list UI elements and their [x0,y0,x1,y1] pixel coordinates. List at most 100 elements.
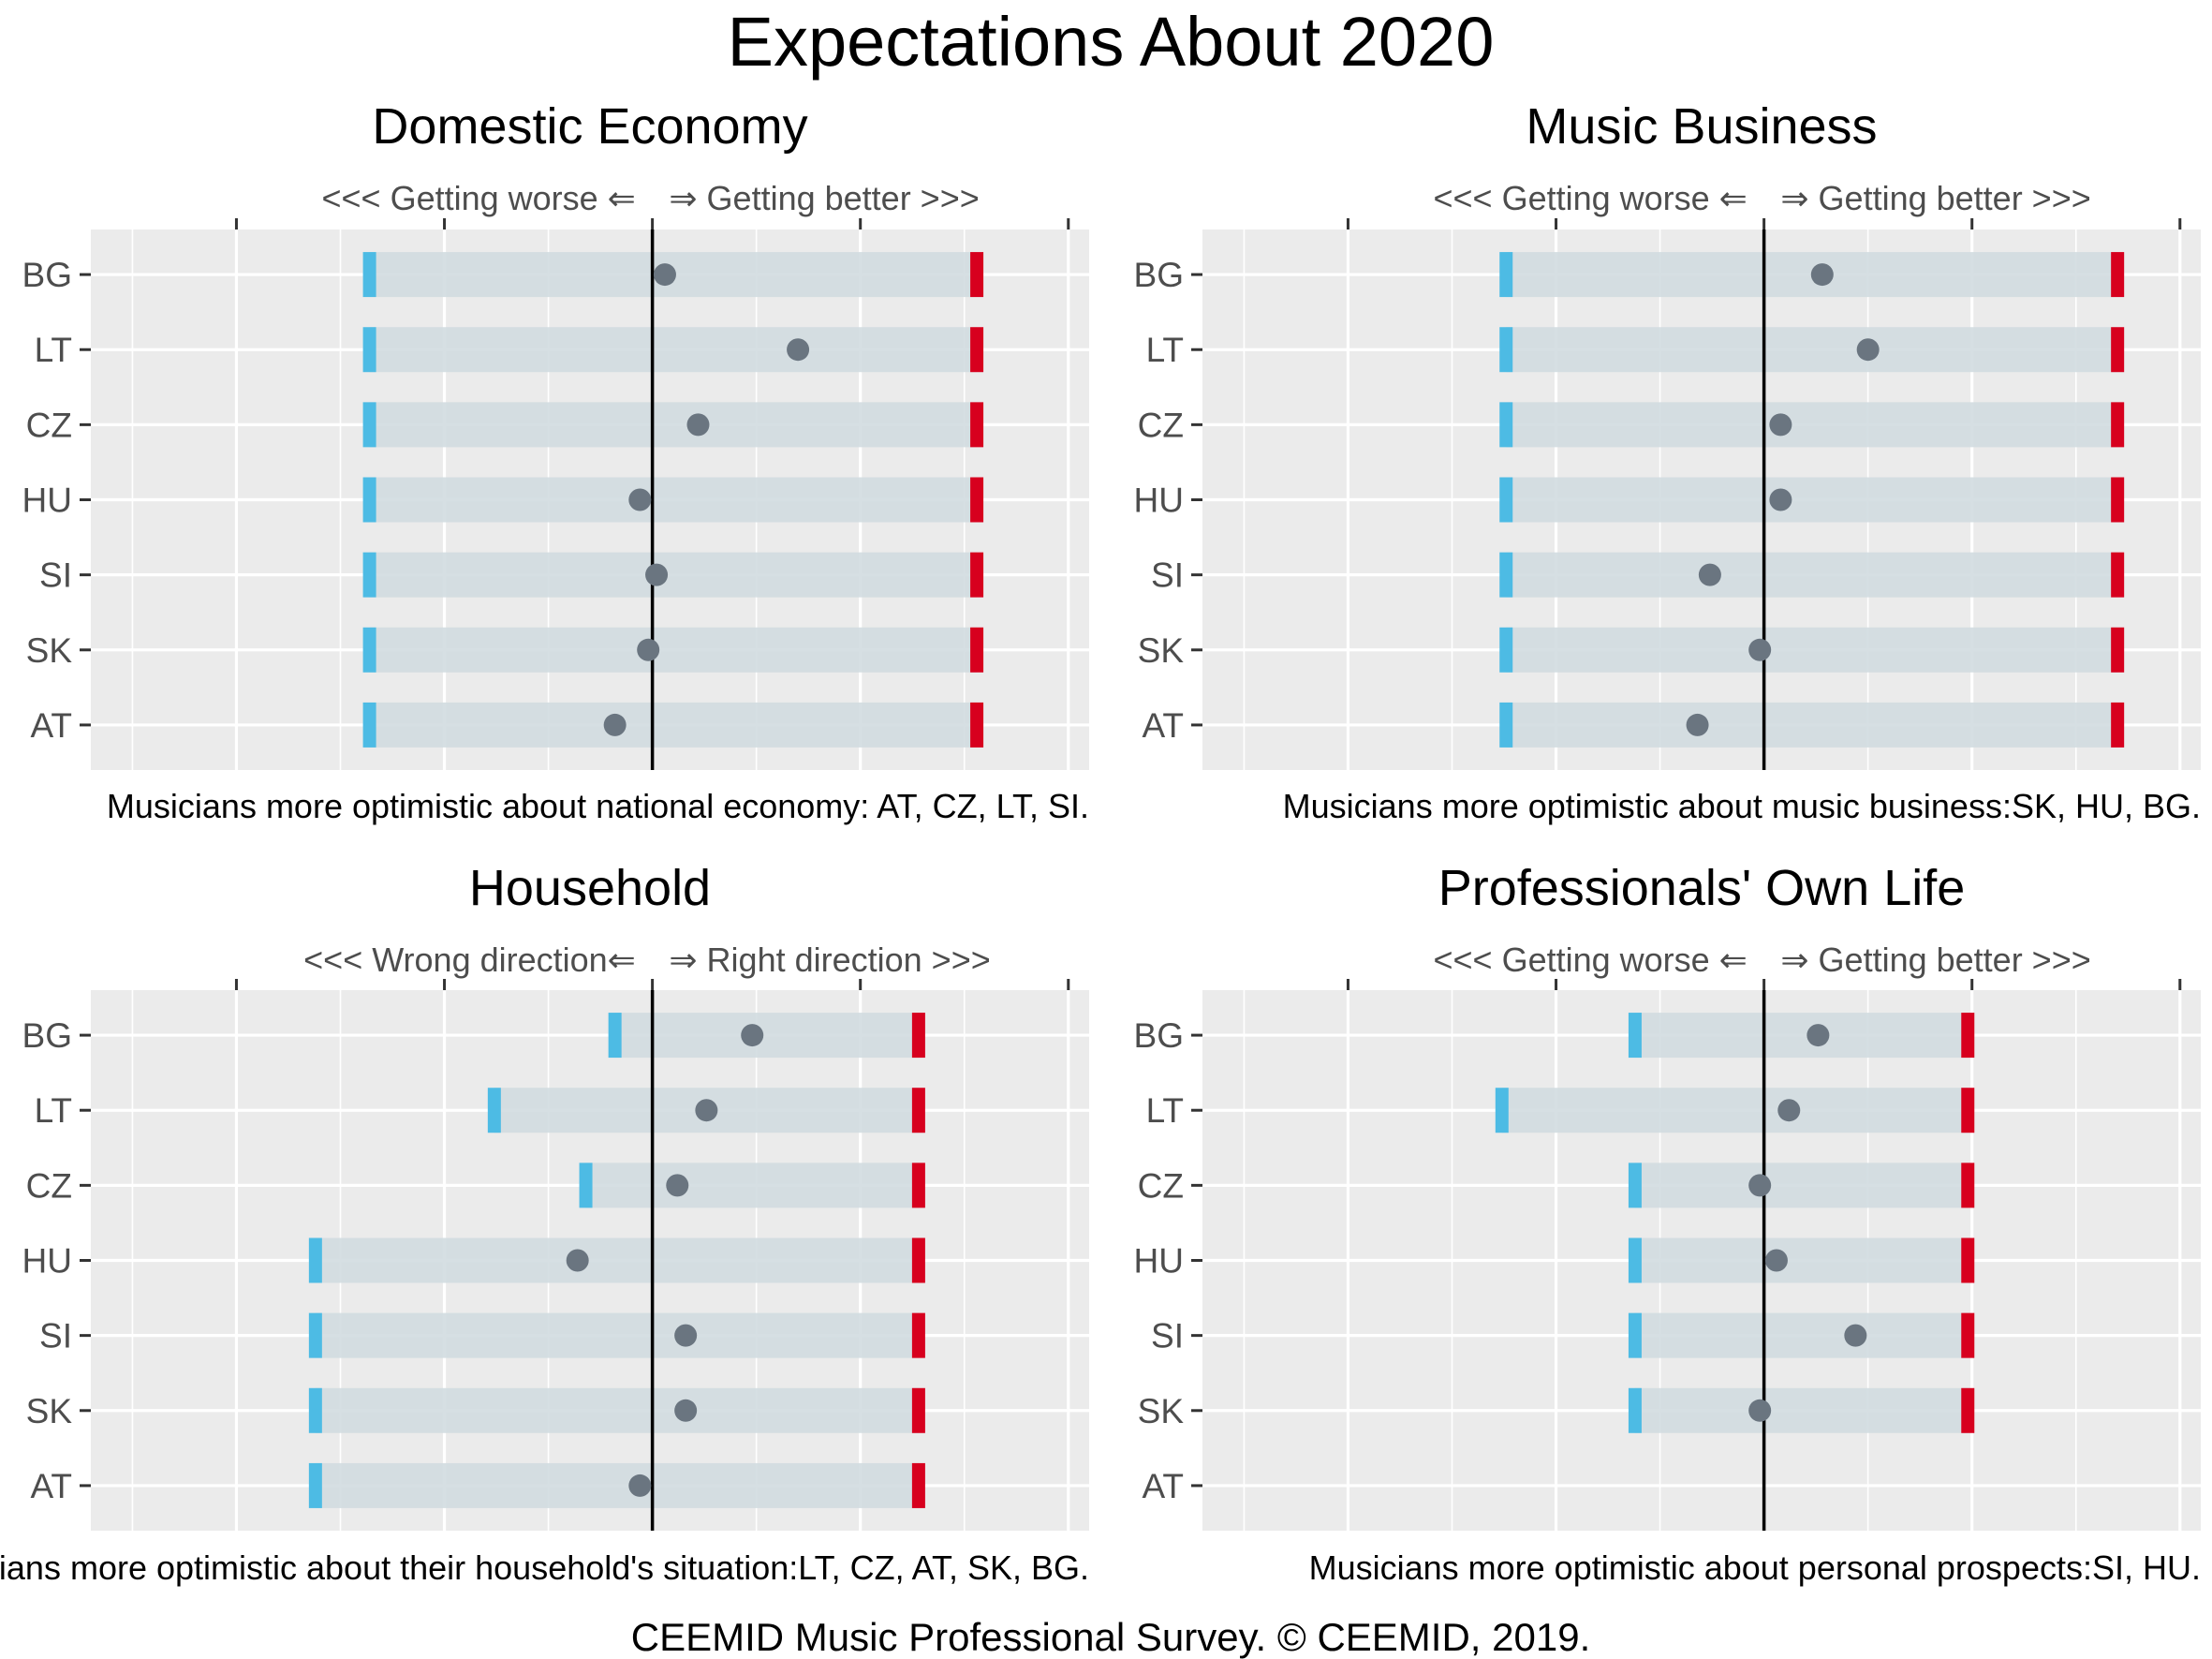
range-band [585,1163,919,1208]
high-marker [1961,1387,1975,1433]
y-tick-label: BG [22,256,72,294]
range-band [315,1237,919,1283]
range-band [1634,1163,1969,1208]
y-tick-label: AT [1142,1467,1184,1505]
y-tick-label: LT [35,1091,72,1130]
y-tick-label: AT [1142,706,1184,745]
low-marker [1495,1088,1509,1133]
high-marker [911,1462,925,1508]
high-marker [970,402,984,448]
low-marker [579,1163,593,1208]
y-tick-label: HU [1134,481,1184,520]
low-marker [362,702,376,748]
y-tick-label: BG [22,1016,72,1055]
range-band [1506,402,2118,448]
y-tick-label: CZ [26,406,72,444]
top-axis-right-label: ⇒ Getting better >>> [1780,179,2090,217]
range-band [1506,477,2118,523]
y-tick-label: HU [1134,1242,1184,1281]
high-marker [911,1013,925,1059]
low-marker [308,1312,322,1358]
high-marker [970,252,984,298]
y-tick-label: SK [26,1392,73,1430]
y-tick-label: SK [26,631,73,670]
data-point [628,488,652,511]
high-marker [2111,627,2125,673]
top-axis-right-label: ⇒ Getting better >>> [1780,941,2090,979]
data-point [674,1399,698,1422]
range-band [1506,702,2118,748]
data-point [1764,1249,1788,1272]
data-point [603,713,627,736]
top-axis-right-label: ⇒ Right direction >>> [669,941,990,979]
y-tick-label: HU [22,481,72,520]
low-marker [608,1013,622,1059]
range-band [1634,1237,1969,1283]
high-marker [2111,552,2125,598]
high-marker [911,1387,925,1433]
y-tick-label: LT [35,331,72,369]
data-point [1748,638,1772,661]
top-axis-left-label: <<< Getting worse ⇐ [1434,179,1747,217]
chart-caption: CEEMID Music Professional Survey. © CEEM… [631,1615,1591,1659]
y-tick-label: SI [39,1317,72,1355]
panel-note: Musicians more optimistic about their ho… [0,1548,1089,1587]
range-band [369,552,978,598]
low-marker [1499,402,1513,448]
range-band [369,702,978,748]
range-band [369,327,978,373]
range-band [369,627,978,673]
low-marker [1499,327,1513,373]
top-axis-left-label: <<< Getting worse ⇐ [322,179,636,217]
high-marker [2111,477,2125,523]
panel-4: Professionals' Own Life BG LT CZ HU SI SK AT <<<… [1134,860,2201,1587]
data-point [686,413,710,437]
data-point [628,1474,652,1497]
range-band [1506,627,2118,673]
data-point [1844,1324,1867,1347]
low-marker [308,1462,322,1508]
data-point [1698,563,1721,586]
data-point [1686,713,1709,736]
data-point [1748,1174,1772,1197]
data-point [674,1324,698,1347]
panel-3: Household BG LT CZ HU SI SK AT <<< Wrong directi… [0,860,1089,1587]
high-marker [970,627,984,673]
high-marker [911,1312,925,1358]
low-marker [1628,1387,1642,1433]
chart-title: Expectations About 2020 [728,3,1495,81]
high-marker [2111,702,2125,748]
data-point [637,638,660,661]
low-marker [1499,552,1513,598]
y-tick-label: SI [1151,1317,1184,1355]
data-point [741,1024,764,1047]
high-marker [970,327,984,373]
low-marker [362,627,376,673]
top-axis-right-label: ⇒ Getting better >>> [669,179,979,217]
data-point [695,1099,718,1122]
range-band [614,1013,919,1059]
y-tick-label: LT [1146,331,1184,369]
top-axis-left-label: <<< Getting worse ⇐ [1434,941,1747,979]
data-point [666,1174,689,1197]
data-point [787,338,810,362]
data-point [653,263,676,287]
low-marker [1628,1013,1642,1059]
y-tick-label: CZ [26,1166,72,1205]
range-band [1506,552,2118,598]
high-marker [970,702,984,748]
high-marker [970,552,984,598]
y-tick-label: CZ [1138,1166,1184,1205]
low-marker [362,477,376,523]
low-marker [362,327,376,373]
panels: Domestic Economy BG LT CZ HU SI SK AT <<< Gettin… [0,98,2201,1587]
data-point [1856,338,1880,362]
high-marker [1961,1237,1975,1283]
high-marker [911,1088,925,1133]
low-marker [1499,477,1513,523]
panel-2: Music Business BG LT CZ HU SI SK AT <<< Getting … [1134,98,2201,825]
data-point [645,563,669,586]
range-band [369,402,978,448]
low-marker [308,1387,322,1433]
low-marker [1499,702,1513,748]
